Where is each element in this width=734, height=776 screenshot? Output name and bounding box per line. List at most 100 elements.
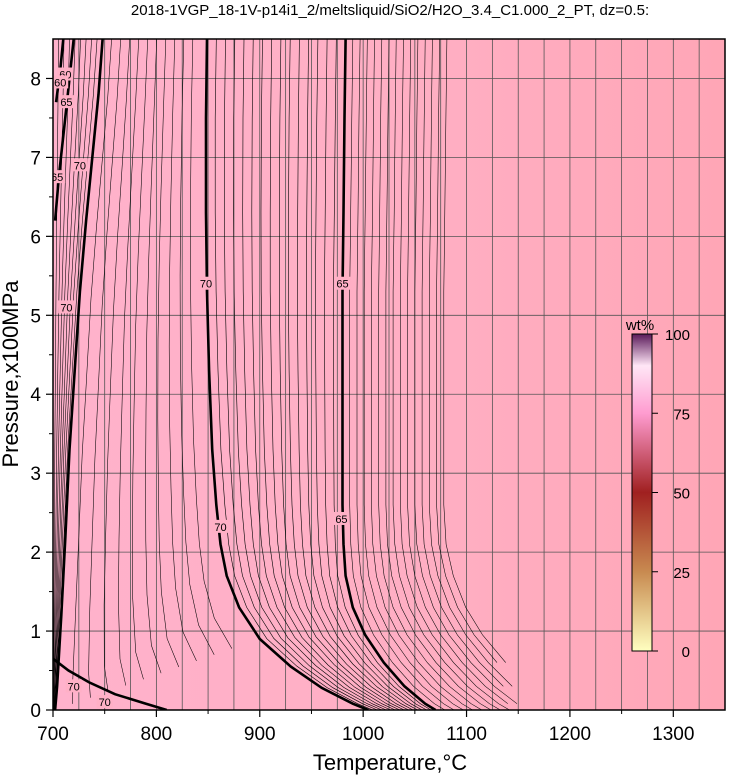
contour-label-bg <box>53 170 66 184</box>
x-tick-label: 1100 <box>446 724 487 745</box>
y-tick-label: 5 <box>30 306 41 327</box>
colorbar-tick-label: 0 <box>682 644 690 661</box>
contour-line-minor <box>400 39 510 710</box>
contour-label-bg <box>198 276 215 290</box>
contour-line-minor <box>287 39 409 710</box>
contour-line-minor <box>251 39 391 710</box>
colorbar-label: wt% <box>625 317 654 334</box>
y-axis-label: Pressure,x100MPa <box>0 280 23 468</box>
contour-line-minor <box>429 39 513 687</box>
contour-line-minor <box>54 39 87 710</box>
x-tick-label: 700 <box>37 724 69 745</box>
contour-line-labeled <box>53 657 168 710</box>
contour-line-minor <box>242 39 387 710</box>
y-tick-label: 4 <box>30 385 41 406</box>
contour-line-labeled <box>204 39 369 710</box>
contour-label-bg <box>212 519 229 533</box>
y-axis: 0 1 2 3 4 5 6 7 8 <box>30 69 53 722</box>
contour-line-minor <box>385 39 492 710</box>
contour-line-minor <box>53 39 70 710</box>
contour-label: 65 <box>60 97 72 109</box>
contour-line-minor <box>363 39 464 710</box>
contour-label: 70 <box>74 160 86 172</box>
contour-line-minor <box>223 39 378 710</box>
contour-line-minor <box>324 39 427 710</box>
contour-line-minor <box>421 39 504 687</box>
contour-line-minor <box>132 39 148 680</box>
y-tick-label: 6 <box>30 227 41 248</box>
contour-line-minor <box>296 39 414 710</box>
x-tick-label: 900 <box>244 724 276 745</box>
contour-line-minor <box>414 39 518 704</box>
colorbar: wt% 0 25 50 75 100 <box>625 317 690 661</box>
contour-label: 70 <box>214 522 226 534</box>
colorbar-gradient <box>631 333 653 652</box>
contour-line-minor <box>168 39 197 662</box>
x-axis: 700 800 900 1000 1100 1200 1300 <box>37 710 694 745</box>
contour-line-minor <box>378 39 482 710</box>
contour-line-labeled <box>53 39 104 710</box>
contour-label: 65 <box>336 279 348 291</box>
contour-line-minor <box>269 39 400 710</box>
contour-line-minor <box>306 39 418 710</box>
contour-label-bg <box>58 300 75 314</box>
contour-line-minor <box>371 39 473 710</box>
contour-label-bg <box>334 276 351 290</box>
contour-line-minor <box>157 39 180 668</box>
contour-label-bg <box>65 679 82 693</box>
x-tick-label: 1200 <box>549 724 591 745</box>
colorbar-tick-label: 50 <box>673 486 690 503</box>
contour-line-minor <box>214 39 373 710</box>
x-tick-label: 1000 <box>342 724 384 745</box>
contour-label-bg <box>53 75 69 89</box>
contour-line-minor <box>436 39 498 663</box>
contour-line-minor <box>443 39 506 663</box>
x-tick-label: 1300 <box>652 724 694 745</box>
colorbar-tick-label: 100 <box>665 327 690 344</box>
contour-line-minor <box>179 39 215 655</box>
x-tick-label: 800 <box>141 724 173 745</box>
contour-label: 70 <box>60 302 72 314</box>
colorbar-ticks: 0 25 50 75 100 <box>652 327 690 661</box>
contour-line-minor <box>190 39 233 649</box>
contour-label-bg <box>71 158 88 172</box>
y-tick-label: 7 <box>30 148 41 169</box>
contour-line-minor <box>54 39 92 710</box>
y-tick-label: 1 <box>30 622 41 643</box>
contour-label: 65 <box>335 514 347 526</box>
plot-area: 707065657070656560607070 <box>51 38 726 711</box>
grid <box>53 39 725 710</box>
contour-line-minor <box>53 39 81 710</box>
chart-title: 2018-1VGP_18-1V-p14i1_2/meltsliquid/SiO2… <box>131 2 649 19</box>
contour-label-bg <box>96 695 113 709</box>
contour-line-labeled <box>341 39 437 710</box>
contour-line-minor <box>53 39 76 710</box>
contour-line-labeled <box>53 39 75 221</box>
contour-line-minor <box>118 39 139 686</box>
contour-line-minor <box>88 39 121 698</box>
contour-line-minor <box>145 39 162 674</box>
y-tick-label: 8 <box>30 69 41 90</box>
contour-labels: 707065657070656560607070 <box>51 67 351 709</box>
colorbar-tick-label: 75 <box>673 406 690 423</box>
contour-line-minor <box>53 39 59 710</box>
contour-lines <box>53 39 518 710</box>
contour-line-minor <box>315 39 423 710</box>
contour-line-minor <box>407 39 508 704</box>
contour-label-bg <box>58 95 75 109</box>
contour-line-minor <box>333 39 432 710</box>
contour-line-minor <box>356 39 455 710</box>
y-tick-label: 0 <box>30 701 41 722</box>
contour-line-minor <box>72 39 112 704</box>
contour-line-minor <box>260 39 396 710</box>
colorbar-tick-label: 25 <box>673 565 690 582</box>
y-tick-label: 3 <box>30 464 41 485</box>
y-tick-label: 2 <box>30 543 41 564</box>
contour-line-minor <box>233 39 382 710</box>
contour-line-minor <box>349 39 445 710</box>
contour-label: 65 <box>51 172 63 184</box>
plot-frame <box>52 38 726 711</box>
contour-line-minor <box>279 39 405 710</box>
contour-label: 70 <box>99 697 111 709</box>
